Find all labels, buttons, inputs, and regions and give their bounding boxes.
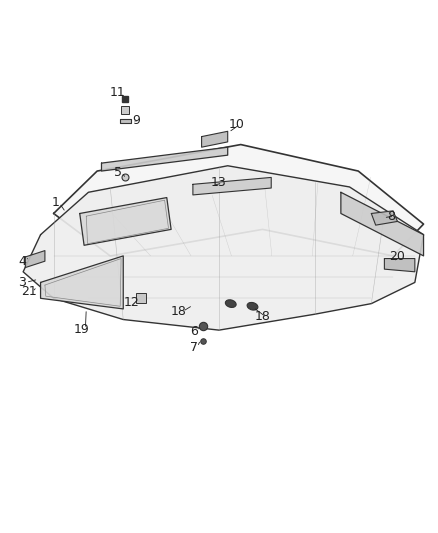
Text: 5: 5 [114, 166, 122, 179]
Text: 12: 12 [123, 296, 139, 309]
Text: 18: 18 [254, 310, 270, 324]
Ellipse shape [226, 300, 236, 308]
Ellipse shape [247, 302, 258, 310]
Text: 19: 19 [74, 322, 90, 336]
Polygon shape [120, 119, 131, 123]
Polygon shape [41, 256, 123, 309]
Text: 7: 7 [190, 341, 198, 353]
Text: 3: 3 [18, 276, 26, 289]
Polygon shape [341, 192, 424, 256]
Text: 13: 13 [211, 176, 227, 189]
Text: 21: 21 [21, 286, 37, 298]
Text: 1: 1 [52, 196, 60, 209]
Polygon shape [371, 211, 397, 225]
Polygon shape [80, 198, 171, 245]
Text: 4: 4 [18, 255, 26, 268]
Polygon shape [102, 147, 228, 171]
Text: 20: 20 [389, 251, 406, 263]
Polygon shape [25, 251, 45, 268]
Text: 18: 18 [171, 305, 187, 318]
Text: 9: 9 [132, 114, 140, 127]
Text: 8: 8 [387, 209, 395, 223]
Polygon shape [23, 166, 424, 330]
Text: 6: 6 [190, 325, 198, 338]
Text: 10: 10 [229, 118, 244, 131]
Polygon shape [385, 259, 415, 272]
Polygon shape [201, 131, 228, 147]
Polygon shape [53, 144, 424, 256]
Polygon shape [193, 177, 271, 195]
Text: 11: 11 [110, 86, 126, 99]
